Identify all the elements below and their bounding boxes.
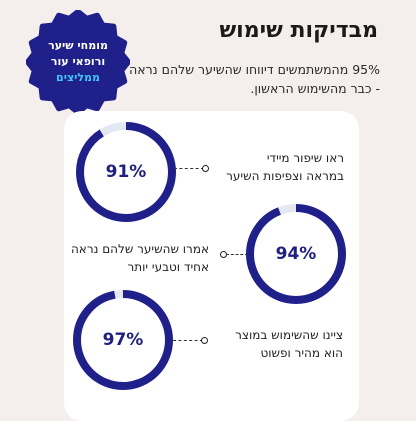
- connector-dot-3: [201, 337, 208, 344]
- page-title: מבדיקות שימוש: [219, 18, 378, 43]
- recommended-badge: מומחי שיער ורופאי עור ממליצים: [26, 10, 130, 114]
- stat-arc-2: [246, 204, 346, 304]
- stat-description-3: ציינו שהשימוש במוצר הוא מהיר ופשוט: [235, 328, 343, 360]
- badge-line-1: מומחי שיער: [48, 39, 108, 52]
- badge-line-2: ורופאי עור: [50, 55, 106, 68]
- badge-line-3: ממליצים: [56, 71, 100, 84]
- stat-value-1: 91%: [105, 162, 147, 182]
- stat-arc-1: [76, 122, 176, 222]
- connector-2: [226, 254, 248, 255]
- stat-arc-3: [73, 290, 173, 390]
- stat-value-2: 94%: [275, 244, 317, 264]
- stat-description-1: ראו שיפור מיידי במראה וצפיפות השיער: [226, 151, 344, 183]
- stats-card: 91% ראו שיפור מיידי במראה וצפיפות השיער 9…: [64, 111, 359, 421]
- stat-description-2: אמרו שהשיער שלהם נראה אחיד וטבעי יותר: [70, 242, 209, 274]
- stat-ring-1: 91%: [74, 120, 178, 224]
- connector-1: [174, 168, 204, 169]
- stat-ring-2: 94%: [244, 202, 348, 306]
- stat-value-3: 97%: [102, 330, 144, 350]
- connector-3: [173, 340, 203, 341]
- connector-dot-1: [202, 165, 209, 172]
- stat-ring-3: 97%: [71, 288, 175, 392]
